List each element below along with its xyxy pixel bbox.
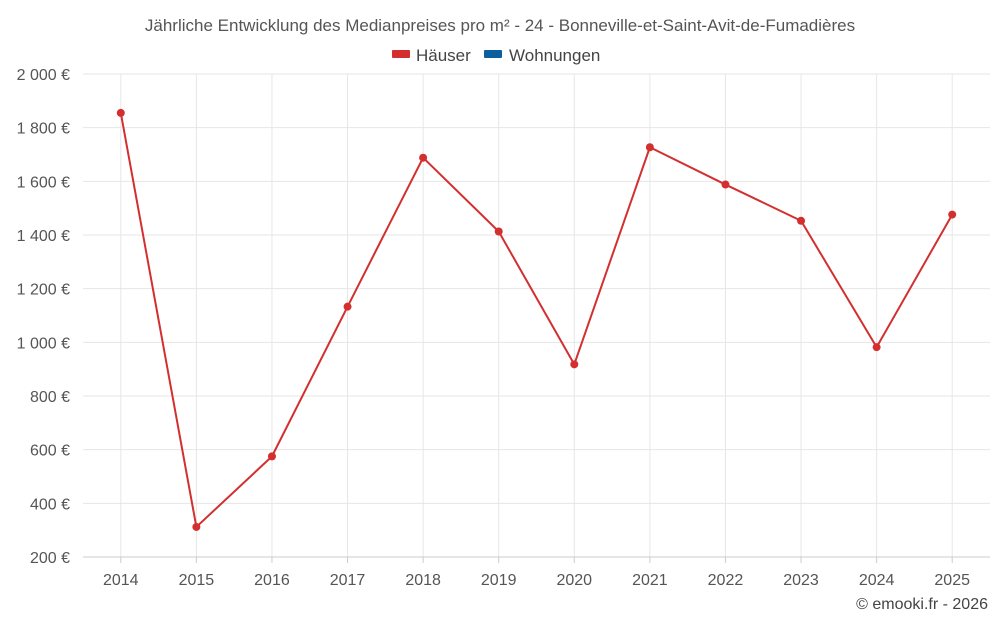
x-tick-label: 2025 bbox=[934, 572, 970, 589]
y-tick-label: 1 600 € bbox=[17, 174, 70, 191]
data-point[interactable] bbox=[419, 153, 428, 162]
x-tick-label: 2017 bbox=[330, 572, 366, 589]
x-tick-label: 2014 bbox=[103, 572, 139, 589]
x-tick-label: 2015 bbox=[179, 572, 215, 589]
series-line bbox=[119, 112, 954, 528]
data-point[interactable] bbox=[797, 216, 806, 225]
y-tick-label: 2 000 € bbox=[17, 67, 70, 84]
legend: Häuser Wohnungen bbox=[392, 46, 600, 65]
data-point[interactable] bbox=[948, 210, 957, 219]
legend-item-wohnungen[interactable]: Wohnungen bbox=[484, 46, 600, 65]
legend-label-haeuser: Häuser bbox=[416, 46, 471, 65]
x-tick-label: 2019 bbox=[481, 572, 517, 589]
legend-item-haeuser[interactable]: Häuser bbox=[392, 46, 471, 65]
x-tick-label: 2016 bbox=[254, 572, 290, 589]
data-point[interactable] bbox=[872, 343, 881, 352]
axes: 200 € 400 € 600 € 800 € 1 000 € 1 200 € 1 400 … bbox=[17, 67, 990, 589]
data-point[interactable] bbox=[192, 522, 201, 531]
y-tick-label: 800 € bbox=[30, 389, 70, 406]
x-tick-label: 2018 bbox=[405, 572, 441, 589]
legend-swatch-wohnungen bbox=[484, 50, 502, 58]
x-tick-label: 2024 bbox=[859, 572, 895, 589]
data-point[interactable] bbox=[645, 143, 654, 152]
data-point[interactable] bbox=[116, 108, 125, 117]
grid bbox=[83, 73, 990, 557]
y-tick-label: 400 € bbox=[30, 496, 70, 513]
data-point[interactable] bbox=[494, 227, 503, 236]
chart-title: Jährliche Entwicklung des Medianpreises … bbox=[145, 16, 855, 35]
legend-swatch-haeuser bbox=[392, 50, 410, 58]
series-haeuser bbox=[116, 108, 957, 531]
data-point[interactable] bbox=[267, 452, 276, 461]
data-point[interactable] bbox=[721, 180, 730, 189]
y-tick-label: 1 200 € bbox=[17, 282, 70, 299]
x-tick-label: 2020 bbox=[556, 572, 592, 589]
y-tick-label: 1 800 € bbox=[17, 121, 70, 138]
x-tick-label: 2022 bbox=[708, 572, 744, 589]
y-tick-label: 1 400 € bbox=[17, 228, 70, 245]
x-tick-label: 2023 bbox=[783, 572, 819, 589]
x-tick-label: 2021 bbox=[632, 572, 668, 589]
data-point[interactable] bbox=[343, 302, 352, 311]
credit-text: © emooki.fr - 2026 bbox=[856, 596, 988, 613]
y-tick-label: 600 € bbox=[30, 443, 70, 460]
y-tick-label: 200 € bbox=[30, 550, 70, 567]
legend-label-wohnungen: Wohnungen bbox=[509, 46, 600, 65]
y-tick-label: 1 000 € bbox=[17, 335, 70, 352]
data-point[interactable] bbox=[570, 360, 579, 369]
